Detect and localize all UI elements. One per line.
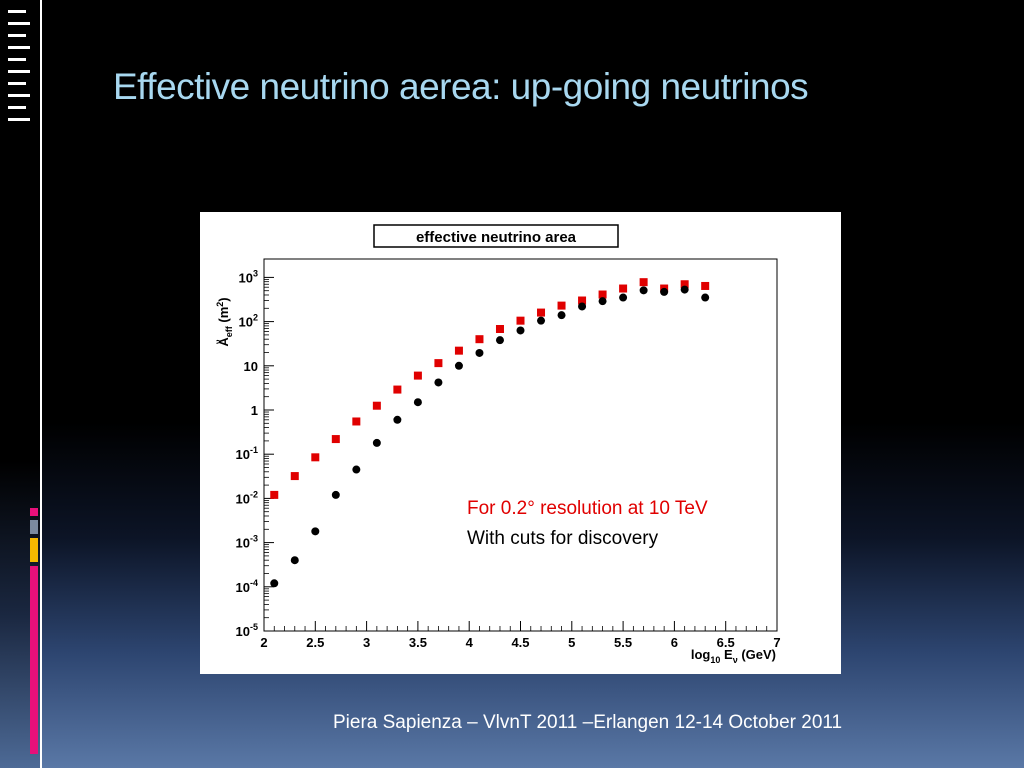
- data-point-square: [290, 472, 299, 481]
- x-tick-label: 6: [671, 635, 678, 650]
- annotation-cuts: With cuts for discovery: [467, 528, 659, 549]
- data-point-square: [598, 290, 607, 299]
- data-point-circle: [454, 361, 463, 370]
- x-tick-label: 5.5: [614, 635, 632, 650]
- data-point-circle: [290, 556, 299, 565]
- data-point-square: [639, 278, 648, 287]
- x-tick-label: 3: [363, 635, 370, 650]
- slide-title: Effective neutrino aerea: up-going neutr…: [113, 66, 809, 107]
- accent-bar-pink-top: [30, 508, 38, 516]
- y-tick-label: 10-3: [236, 534, 258, 551]
- effective-area-chart: effective neutrino area 10-5 10-4 10-3 10-2…: [214, 224, 781, 665]
- data-point-circle: [311, 527, 320, 536]
- annotation-resolution: For 0.2° resolution at 10 TeV: [467, 498, 708, 519]
- data-point-square: [619, 284, 628, 293]
- x-tick-label: 7: [773, 635, 780, 650]
- chart-panel: effective neutrino area 10-5 10-4 10-3 10-2…: [200, 212, 841, 674]
- data-point-circle: [701, 293, 710, 302]
- x-tick-label: 4.5: [511, 635, 529, 650]
- x-axis: 2 2.5 3 3.5 4 4.5 5 5.5 6 6.5 7: [260, 621, 781, 650]
- x-tick-label: 5: [568, 635, 575, 650]
- data-point-circle: [557, 311, 566, 320]
- data-point-square: [352, 417, 361, 426]
- x-tick-label: 4: [466, 635, 474, 650]
- data-point-circle: [331, 490, 340, 499]
- accent-bar-gray: [30, 520, 38, 534]
- data-point-square: [372, 401, 381, 410]
- data-point-circle: [516, 326, 525, 335]
- x-tick-label: 2: [260, 635, 267, 650]
- data-point-circle: [495, 336, 504, 345]
- data-point-circle: [537, 316, 546, 325]
- left-edge-line: [40, 0, 42, 768]
- svg-text:ν: ν: [214, 339, 223, 344]
- data-point-circle: [578, 302, 587, 311]
- chart-annotation: For 0.2° resolution at 10 TeV With cuts …: [467, 494, 708, 554]
- data-point-circle: [639, 286, 648, 295]
- data-point-square: [434, 359, 443, 368]
- data-point-square: [413, 371, 422, 380]
- data-point-circle: [393, 415, 402, 424]
- data-point-circle: [475, 348, 484, 357]
- y-axis-label: Aeff (m2) ν: [214, 297, 234, 346]
- data-point-square: [454, 346, 463, 355]
- data-point-circle: [413, 398, 422, 407]
- y-tick-label: 10: [244, 359, 258, 374]
- data-point-circle: [434, 378, 443, 387]
- plot-frame: [263, 258, 778, 632]
- data-point-circle: [352, 465, 361, 474]
- y-tick-label: 103: [239, 268, 258, 285]
- data-point-square: [495, 325, 504, 334]
- data-point-square: [475, 335, 484, 344]
- data-point-circle: [619, 293, 628, 302]
- data-point-square: [393, 385, 402, 394]
- accent-bar-pink: [30, 566, 38, 754]
- data-point-square: [557, 301, 566, 310]
- data-point-square: [331, 435, 340, 444]
- chart-title: effective neutrino area: [416, 229, 577, 246]
- decorative-tick-marks: [0, 10, 30, 150]
- accent-bar-yellow: [30, 538, 38, 562]
- x-axis-label: log10 Eν (GeV): [691, 647, 776, 665]
- data-point-square: [701, 281, 710, 290]
- chart-title-box: [373, 224, 619, 248]
- data-point-square: [680, 280, 689, 289]
- data-point-circle: [680, 285, 689, 294]
- y-tick-label: 1: [251, 403, 258, 418]
- data-point-circle: [372, 438, 381, 447]
- x-tick-label: 6.5: [717, 635, 735, 650]
- x-tick-label: 3.5: [409, 635, 427, 650]
- y-tick-label: 10-4: [236, 578, 258, 595]
- svg-text:Aeff (m2): Aeff (m2): [215, 297, 234, 346]
- slide-footer: Piera Sapienza – VlvnT 2011 –Erlangen 12…: [333, 712, 843, 733]
- y-tick-label: 10-2: [236, 489, 258, 506]
- data-point-circle: [598, 297, 607, 306]
- data-points: [270, 278, 710, 588]
- data-point-circle: [660, 287, 669, 296]
- data-point-square: [311, 453, 320, 462]
- y-tick-label: 10-1: [236, 445, 258, 462]
- x-tick-label: 2.5: [306, 635, 324, 650]
- data-point-circle: [270, 579, 279, 588]
- svg-text:log10 Eν (GeV): log10 Eν (GeV): [691, 647, 776, 665]
- data-point-square: [537, 308, 546, 317]
- y-axis: 10-5 10-4 10-3 10-2 10-1 1 10 102 103: [236, 268, 274, 639]
- data-point-square: [270, 490, 279, 499]
- data-point-square: [578, 296, 587, 305]
- y-tick-label: 10-5: [236, 622, 258, 639]
- data-point-square: [516, 316, 525, 325]
- left-decoration-bar: [0, 0, 42, 768]
- y-tick-label: 102: [239, 313, 258, 330]
